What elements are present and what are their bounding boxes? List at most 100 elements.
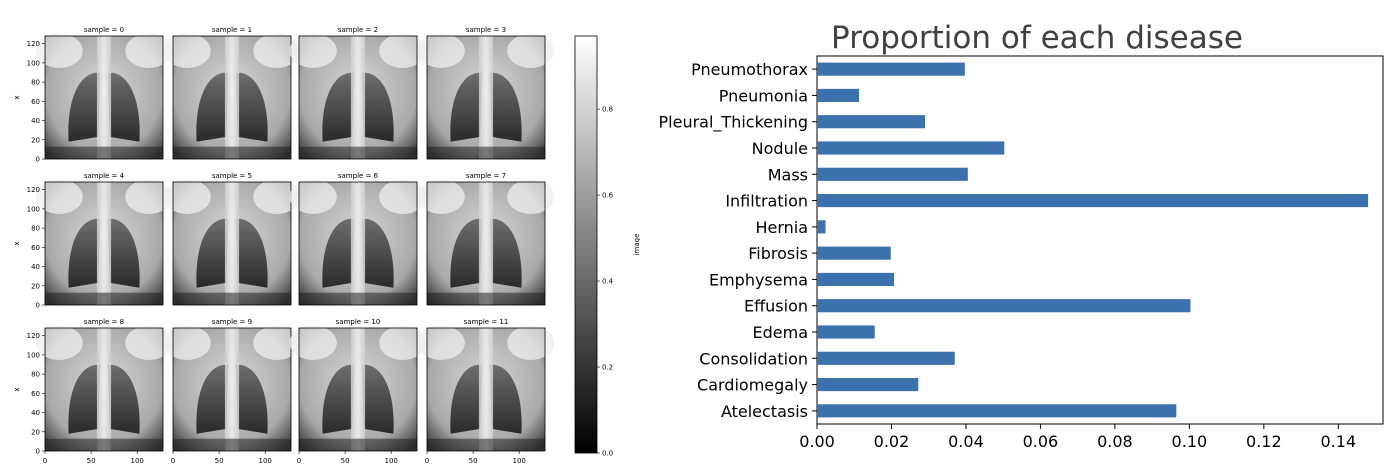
xray-shoulder	[35, 33, 83, 68]
xray-spine	[350, 36, 366, 159]
xray-shoulder	[253, 325, 301, 360]
disease-proportion-chart: Proportion of each disease Atelectasis Car…	[660, 20, 1384, 451]
bar	[817, 351, 955, 365]
xray-left-lung	[68, 364, 101, 434]
xray-right-lung	[235, 364, 268, 434]
category-label: Cardiomegaly	[697, 376, 808, 395]
xray-right-lung	[489, 218, 522, 288]
x-tick-label: 100	[385, 457, 398, 465]
panel-title: sample = 5	[212, 172, 252, 180]
y-tick-label: 20	[31, 136, 40, 144]
panel-title: sample = 2	[338, 26, 378, 34]
xray-shoulder	[289, 179, 337, 214]
xray-right-lung	[107, 364, 140, 434]
xray-panel: sample = 9 0 50 100	[163, 318, 301, 465]
xray-left-lung	[322, 72, 355, 142]
xray-shoulder	[289, 33, 337, 68]
xray-sample-grid: sample = 0 0 20 40 60 80 100 120 x sample = 1 samp…	[13, 26, 640, 465]
panel-frame	[298, 35, 418, 160]
xray-left-lung	[196, 364, 229, 434]
panel-title: sample = 6	[338, 172, 379, 180]
y-tick-label: 0	[36, 448, 40, 456]
panel-title: sample = 11	[464, 318, 509, 326]
xray-shoulder	[163, 325, 211, 360]
bar	[817, 88, 860, 102]
xray-shoulder	[35, 325, 83, 360]
xray-base	[173, 146, 291, 159]
xray-spine	[478, 328, 494, 451]
category-label: Nodule	[752, 139, 808, 158]
y-tick-label: 100	[27, 205, 40, 213]
xray-right-lung	[361, 218, 394, 288]
xray-spine	[478, 36, 494, 159]
xray-base	[299, 146, 417, 159]
y-tick-label: 20	[31, 282, 40, 290]
category-label: Hernia	[755, 218, 808, 237]
xray-shoulder	[125, 325, 173, 360]
panel-title: sample = 1	[212, 26, 252, 34]
panel-frame	[298, 181, 418, 306]
x-tick-label: 50	[469, 457, 478, 465]
bar	[817, 299, 1191, 313]
xray-base	[427, 292, 545, 305]
category-label: Fibrosis	[748, 244, 808, 263]
xray-spine	[224, 328, 240, 451]
y-tick-label: 20	[31, 428, 40, 436]
x-tick-label: 0.02	[874, 432, 910, 451]
colorbar-tick-label: 0.6	[602, 192, 614, 200]
xray-right-lung	[107, 218, 140, 288]
xray-panel: sample = 5	[163, 172, 301, 306]
y-tick-label: 100	[27, 59, 40, 67]
xray-left-lung	[322, 364, 355, 434]
panel-frame	[172, 35, 292, 160]
panel-frame	[44, 35, 164, 160]
bar	[817, 220, 826, 234]
xray-panel: sample = 6	[289, 172, 427, 306]
panel-title: sample = 4	[84, 172, 125, 180]
colorbar-tick-label: 0.0	[602, 450, 613, 458]
xray-base	[45, 292, 163, 305]
xray-spine	[96, 36, 112, 159]
x-tick-label: 0.06	[1023, 432, 1059, 451]
xray-shoulder	[507, 325, 555, 360]
x-tick-label: 100	[259, 457, 272, 465]
xray-base	[173, 292, 291, 305]
category-label: Emphysema	[709, 270, 808, 289]
y-tick-label: 120	[27, 186, 40, 194]
y-tick-label: 0	[36, 156, 40, 164]
x-tick-label: 50	[87, 457, 96, 465]
bar	[817, 404, 1177, 418]
x-tick-label: 0	[297, 457, 301, 465]
category-label: Atelectasis	[721, 402, 808, 421]
xray-panel: sample = 1	[163, 26, 301, 160]
y-tick-label: 60	[31, 390, 40, 398]
panel-title: sample = 7	[466, 172, 506, 180]
xray-panel: sample = 8 0 20 40 60 80 100 120 x 0 50 100	[13, 318, 173, 465]
bar	[817, 115, 925, 129]
xray-right-lung	[361, 364, 394, 434]
xray-shoulder	[163, 33, 211, 68]
y-tick-label: 80	[31, 79, 40, 87]
xray-left-lung	[196, 218, 229, 288]
xray-shoulder	[253, 179, 301, 214]
xray-left-lung	[450, 364, 483, 434]
colorbar-gradient	[574, 35, 598, 454]
xray-shoulder	[125, 33, 173, 68]
bar	[817, 194, 1369, 208]
panel-title: sample = 3	[466, 26, 506, 34]
xray-shoulder	[253, 33, 301, 68]
xray-right-lung	[361, 72, 394, 142]
y-tick-label: 60	[31, 98, 40, 106]
xray-right-lung	[235, 72, 268, 142]
category-label: Consolidation	[699, 349, 808, 368]
colorbar: 0.0 0.2 0.4 0.6 0.8 image	[574, 35, 640, 458]
category-label: Effusion	[744, 297, 808, 316]
xray-spine	[350, 328, 366, 451]
xray-spine	[224, 182, 240, 305]
x-tick-label: 0	[171, 457, 175, 465]
colorbar-tick-label: 0.4	[602, 278, 614, 286]
panel-frame	[298, 327, 418, 452]
xray-base	[427, 146, 545, 159]
xray-base	[173, 438, 291, 451]
panel-frame	[426, 181, 546, 306]
